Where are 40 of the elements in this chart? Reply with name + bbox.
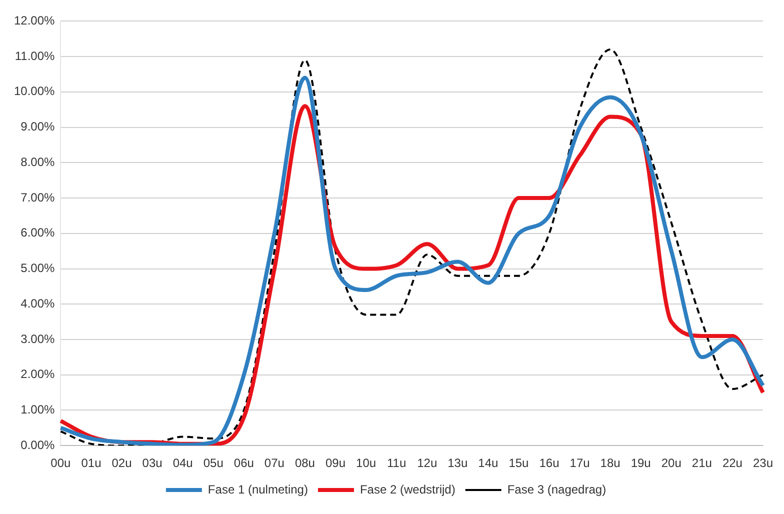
x-tick-label: 01u: [81, 456, 102, 470]
x-tick-label: 05u: [203, 456, 224, 470]
y-tick-label: 11.00%: [14, 48, 56, 63]
x-tick-label: 17u: [570, 456, 590, 470]
y-tick-label: 0.00%: [20, 438, 56, 452]
y-tick-label: 8.00%: [20, 154, 56, 169]
x-tick-label: 13u: [448, 456, 468, 470]
y-tick-label: 1.00%: [20, 402, 56, 417]
x-tick-label: 20u: [661, 456, 682, 470]
y-tick-label: 7.00%: [20, 190, 56, 204]
y-tick-label: 12.00%: [14, 14, 56, 28]
y-tick-label: 6.00%: [20, 226, 56, 240]
x-tick-label: 16u: [539, 456, 560, 470]
legend-label: Fase 1 (nulmeting): [208, 482, 308, 496]
x-tick-label: 11u: [387, 456, 406, 470]
x-tick-label: 19u: [630, 456, 651, 470]
x-tick-label: 03u: [142, 456, 162, 470]
legend-label: Fase 3 (nagedrag): [507, 482, 606, 496]
x-tick-label: 23u: [752, 456, 774, 470]
y-tick-label: 10.00%: [14, 84, 56, 98]
legend-label: Fase 2 (wedstrijd): [360, 482, 456, 496]
x-tick-label: 08u: [294, 456, 315, 470]
x-tick-label: 04u: [172, 456, 193, 470]
x-tick-label: 00u: [50, 456, 71, 470]
x-tick-label: 21u: [692, 456, 712, 470]
x-tick-label: 22u: [722, 456, 742, 470]
y-tick-label: 9.00%: [20, 120, 56, 134]
x-tick-label: 14u: [478, 456, 498, 470]
x-tick-label: 09u: [325, 456, 346, 470]
x-tick-label: 02u: [112, 456, 132, 470]
y-tick-label: 5.00%: [20, 261, 56, 276]
y-tick-label: 3.00%: [20, 332, 56, 346]
x-tick-label: 15u: [508, 456, 529, 470]
x-tick-label: 07u: [264, 456, 284, 470]
x-tick-label: 10u: [356, 456, 376, 470]
y-tick-label: 2.00%: [20, 367, 56, 382]
x-tick-label: 12u: [417, 456, 438, 470]
y-tick-label: 4.00%: [20, 296, 56, 310]
x-tick-label: 18u: [600, 456, 620, 470]
x-tick-label: 06u: [234, 456, 254, 470]
